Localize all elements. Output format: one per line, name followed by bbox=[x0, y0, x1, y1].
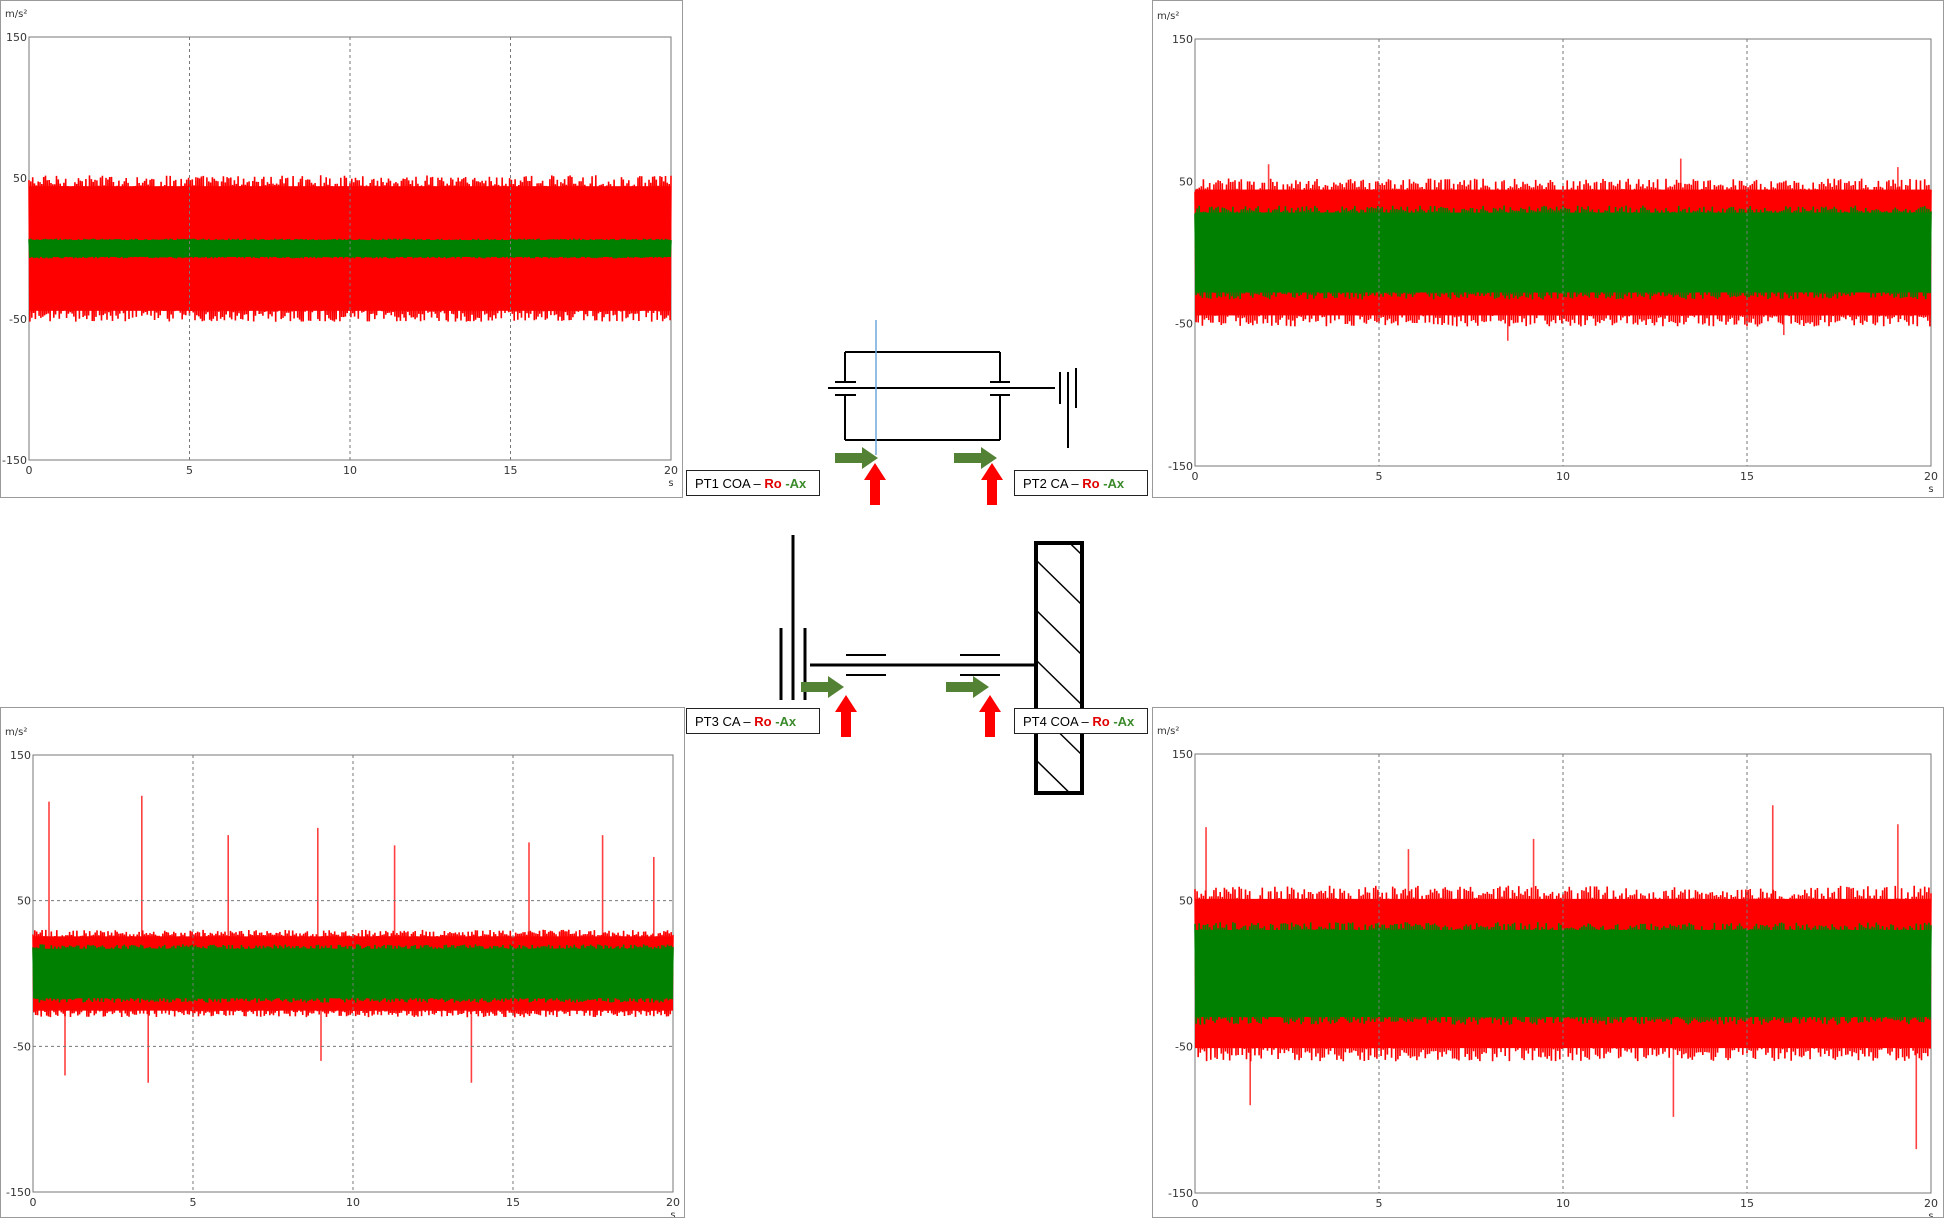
y-unit-label: m/s² bbox=[5, 9, 27, 20]
label-pt2: PT2 CA – Ro -Ax bbox=[1014, 470, 1148, 496]
arrow-axial-pt2 bbox=[954, 447, 997, 469]
x-unit-label: s bbox=[670, 1210, 675, 1217]
hatched-disc bbox=[1034, 541, 1084, 795]
arrow-axial-pt4 bbox=[946, 676, 989, 698]
label-pt4-text: PT4 COA – bbox=[1023, 714, 1093, 729]
x-tick-label: 15 bbox=[1740, 470, 1754, 483]
chart-pt2: 150 50 -50 -150 0 5 10 15 20 m/s² s bbox=[1152, 0, 1944, 498]
arrow-radial-pt4 bbox=[979, 695, 1001, 737]
y-tick-label: 150 bbox=[1172, 33, 1193, 46]
y-tick-label: -50 bbox=[1175, 1041, 1193, 1054]
label-pt3: PT3 CA – Ro -Ax bbox=[686, 708, 820, 734]
x-tick-label: 0 bbox=[1192, 1197, 1199, 1210]
y-tick-label: 150 bbox=[10, 749, 31, 762]
gearbox-schematic bbox=[779, 320, 1084, 795]
x-tick-label: 10 bbox=[1556, 470, 1570, 483]
x-tick-label: 5 bbox=[190, 1196, 197, 1209]
y-unit-label: m/s² bbox=[1157, 11, 1179, 22]
chart-pt1: 150 50 -50 -150 0 5 10 15 20 m/s² s bbox=[0, 0, 683, 498]
label-pt3-ro: Ro bbox=[754, 714, 772, 729]
label-pt2-ax: Ax bbox=[1107, 476, 1125, 491]
x-tick-label: 0 bbox=[30, 1196, 37, 1209]
lower-shaft bbox=[779, 535, 1040, 700]
y-tick-label: -150 bbox=[1168, 1187, 1193, 1200]
y-tick-label: 150 bbox=[6, 31, 27, 44]
label-pt2-text: PT2 CA – bbox=[1023, 476, 1083, 491]
label-pt1-text: PT1 COA – bbox=[695, 476, 765, 491]
x-tick-label: 20 bbox=[666, 1196, 680, 1209]
x-unit-label: s bbox=[668, 478, 673, 489]
radial-arrows bbox=[835, 463, 1003, 737]
x-tick-label: 5 bbox=[186, 464, 193, 477]
label-pt1-ax: Ax bbox=[789, 476, 807, 491]
y-tick-label: -150 bbox=[6, 1186, 31, 1199]
upper-shaft bbox=[828, 351, 1077, 448]
x-tick-label: 15 bbox=[1740, 1197, 1754, 1210]
y-tick-label: -150 bbox=[1168, 460, 1193, 473]
label-pt1-sep: - bbox=[781, 476, 790, 491]
x-tick-label: 20 bbox=[1924, 1197, 1938, 1210]
label-pt4-ax: Ax bbox=[1117, 714, 1135, 729]
y-tick-label: -150 bbox=[2, 454, 27, 467]
label-pt4: PT4 COA – Ro -Ax bbox=[1014, 708, 1148, 734]
arrow-axial-pt3 bbox=[801, 676, 844, 698]
x-tick-label: 10 bbox=[346, 1196, 360, 1209]
label-pt2-sep: - bbox=[1099, 476, 1108, 491]
arrow-radial-pt2 bbox=[981, 463, 1003, 505]
x-tick-label: 10 bbox=[1556, 1197, 1570, 1210]
x-tick-label: 20 bbox=[664, 464, 678, 477]
x-unit-label: s bbox=[1928, 1211, 1933, 1217]
label-pt4-sep: - bbox=[1109, 714, 1118, 729]
x-tick-label: 10 bbox=[343, 464, 357, 477]
y-tick-label: -50 bbox=[1175, 318, 1193, 331]
y-tick-label: -50 bbox=[9, 313, 27, 326]
x-tick-label: 15 bbox=[506, 1196, 520, 1209]
arrow-axial-pt1 bbox=[835, 447, 878, 469]
arrow-radial-pt3 bbox=[835, 695, 857, 737]
label-pt2-ro: Ro bbox=[1082, 476, 1100, 491]
x-tick-label: 20 bbox=[1924, 470, 1938, 483]
axial-arrows bbox=[801, 447, 997, 698]
label-pt3-sep: - bbox=[771, 714, 780, 729]
y-unit-label: m/s² bbox=[1157, 726, 1179, 737]
x-tick-label: 0 bbox=[1192, 470, 1199, 483]
label-pt1-ro: Ro bbox=[764, 476, 782, 491]
label-pt3-text: PT3 CA – bbox=[695, 714, 755, 729]
label-pt1: PT1 COA – Ro -Ax bbox=[686, 470, 820, 496]
x-tick-label: 15 bbox=[504, 464, 518, 477]
y-unit-label: m/s² bbox=[5, 727, 27, 738]
y-tick-label: 150 bbox=[1172, 748, 1193, 761]
y-tick-label: 50 bbox=[1179, 894, 1193, 907]
label-pt3-ax: Ax bbox=[779, 714, 797, 729]
x-tick-label: 5 bbox=[1376, 1197, 1383, 1210]
chart-pt3: 150 50 -50 -150 0 5 10 15 20 m/s² s bbox=[0, 707, 685, 1218]
series-ax-band bbox=[1195, 929, 1931, 1018]
chart-pt4: 150 50 -50 -150 0 5 10 15 20 m/s² s bbox=[1152, 707, 1944, 1218]
y-tick-label: 50 bbox=[17, 895, 31, 908]
arrow-radial-pt1 bbox=[864, 463, 886, 505]
x-tick-label: 5 bbox=[1376, 470, 1383, 483]
y-tick-label: 50 bbox=[1179, 175, 1193, 188]
label-pt4-ro: Ro bbox=[1092, 714, 1110, 729]
x-unit-label: s bbox=[1928, 484, 1933, 495]
x-tick-label: 0 bbox=[26, 464, 33, 477]
y-tick-label: -50 bbox=[13, 1040, 31, 1053]
y-tick-label: 50 bbox=[13, 172, 27, 185]
